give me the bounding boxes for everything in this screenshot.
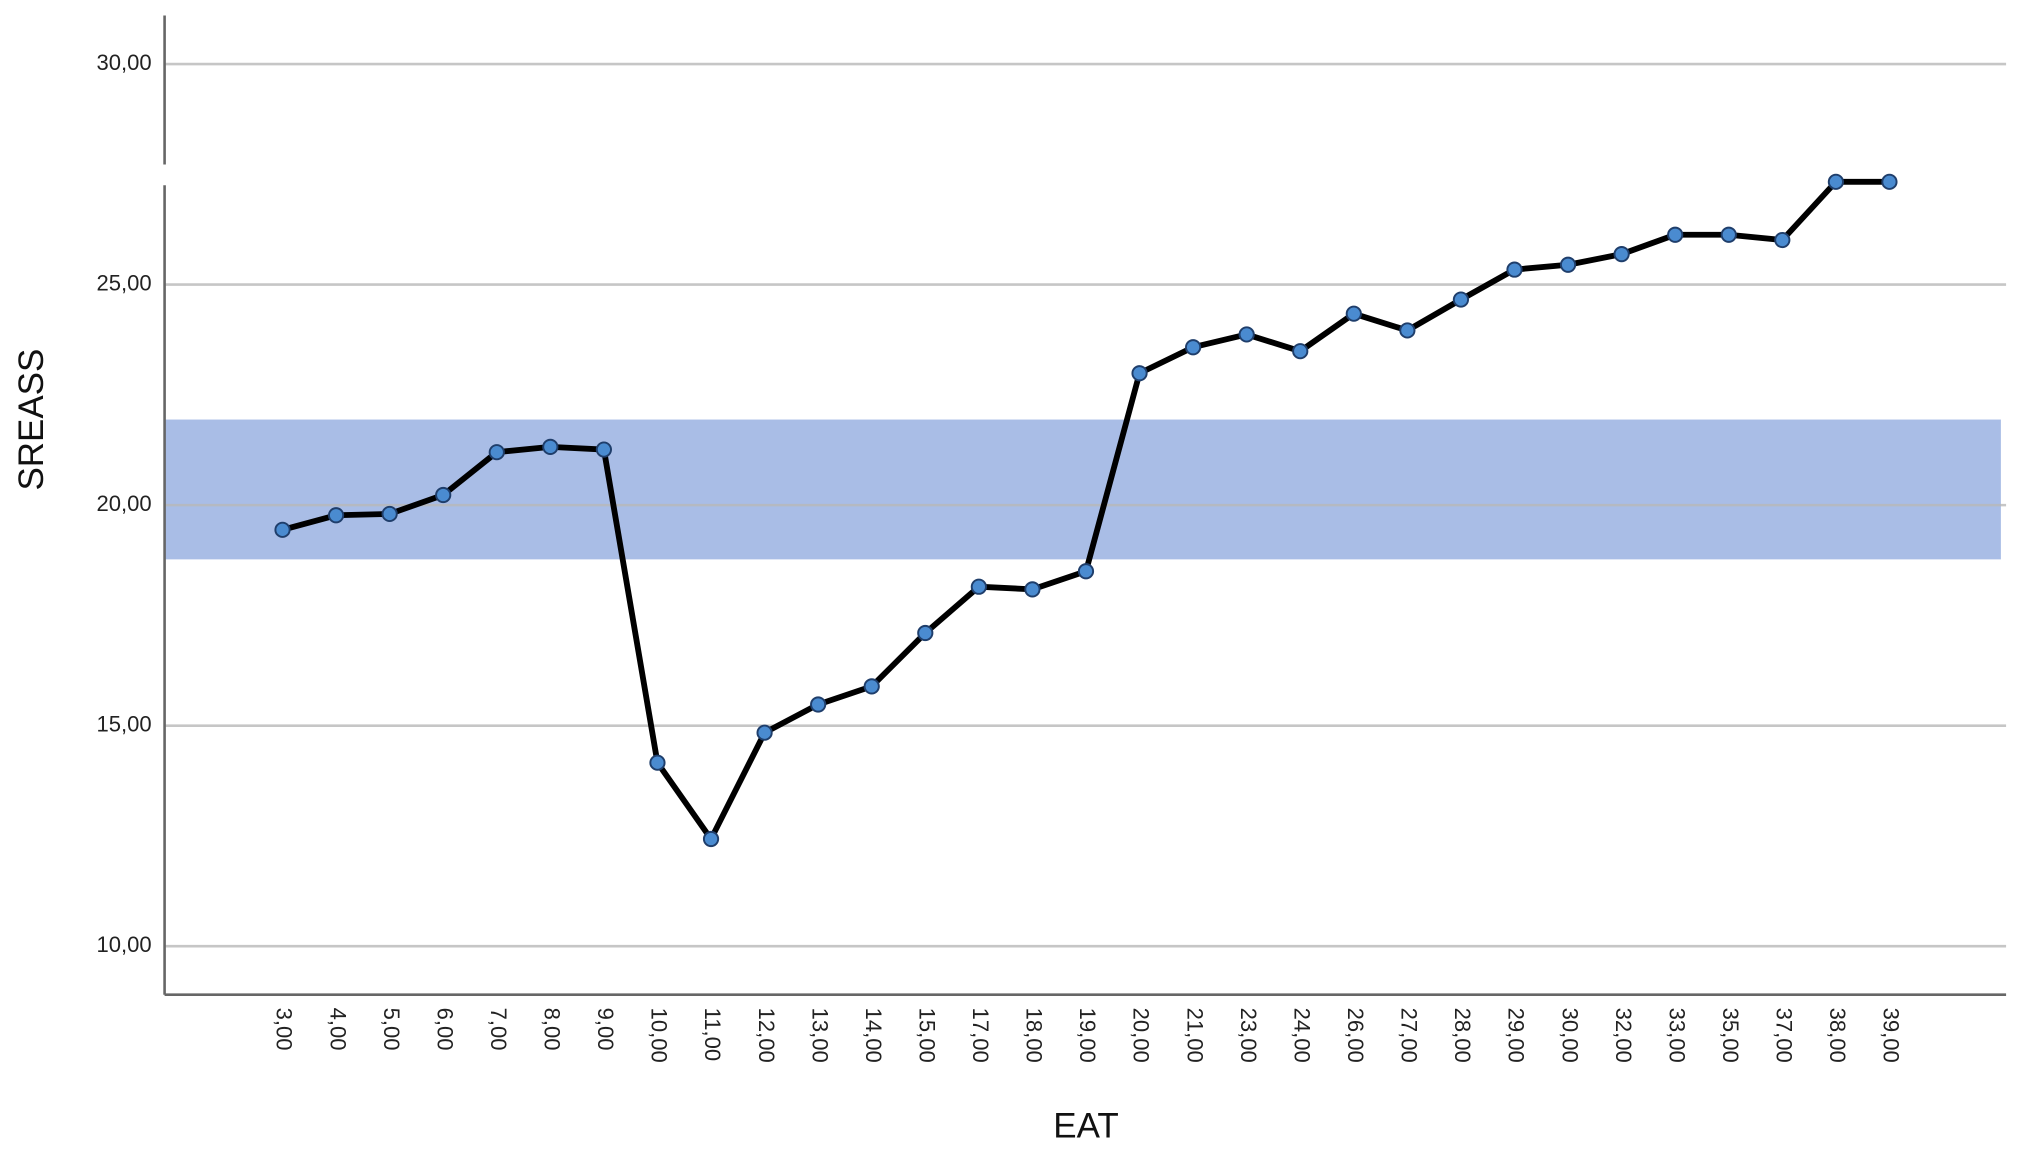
x-tick-label: 28,00 [1450, 1008, 1475, 1063]
data-point [1506, 261, 1523, 278]
data-point [702, 830, 720, 848]
x-tick-label: 18,00 [1022, 1008, 1047, 1063]
data-point [1774, 231, 1791, 249]
data-point [1667, 226, 1684, 243]
x-tick-label: 6,00 [432, 1008, 457, 1051]
data-point [756, 724, 773, 741]
x-tick-label: 33,00 [1664, 1008, 1689, 1063]
data-point [1613, 246, 1630, 263]
data-point [649, 754, 666, 771]
data-point [917, 624, 934, 642]
data-point [1077, 563, 1095, 580]
x-tick-label: 37,00 [1772, 1008, 1797, 1063]
x-tick-label: 26,00 [1343, 1008, 1368, 1063]
x-tick-label: 17,00 [968, 1008, 993, 1063]
data-point [1827, 173, 1844, 190]
x-tick-label: 20,00 [1129, 1008, 1154, 1063]
x-tick-label: 11,00 [700, 1008, 725, 1061]
y-tick-label: 10,00 [97, 932, 152, 957]
data-point [1399, 322, 1416, 339]
x-tick-label: 38,00 [1825, 1008, 1850, 1063]
data-point [595, 441, 612, 458]
y-tick-label: 20,00 [97, 491, 152, 516]
x-tick-label: 23,00 [1236, 1008, 1261, 1063]
data-point [542, 438, 559, 455]
data-point [435, 486, 452, 504]
data-point [274, 521, 291, 538]
data-point [1131, 365, 1148, 382]
data-point [488, 444, 505, 461]
x-tick-label: 5,00 [379, 1008, 404, 1051]
y-tick-label: 15,00 [97, 711, 152, 736]
data-point [381, 505, 398, 523]
data-point [863, 678, 880, 695]
x-tick-label: 27,00 [1397, 1008, 1422, 1063]
x-tick-label: 13,00 [807, 1008, 832, 1063]
data-point [1881, 173, 1898, 190]
grid-layer [164, 62, 2007, 948]
x-tick-label: 15,00 [914, 1008, 939, 1063]
x-tick-label: 29,00 [1504, 1008, 1529, 1063]
reference-band [164, 419, 2001, 560]
x-tick-label: 24,00 [1289, 1008, 1314, 1063]
data-point [1345, 305, 1362, 322]
x-axis-title: EAT [1053, 1106, 1118, 1145]
x-tick-label: 35,00 [1718, 1008, 1743, 1063]
data-point [1185, 339, 1202, 356]
x-tick-label: 7,00 [486, 1008, 511, 1051]
x-tick-label: 12,00 [754, 1008, 779, 1063]
x-tick-label: 32,00 [1611, 1008, 1636, 1063]
x-tick-label: 10,00 [647, 1008, 672, 1063]
y-tick-label: 30,00 [97, 50, 152, 75]
x-tick-label: 9,00 [593, 1008, 618, 1051]
data-point [1452, 291, 1470, 308]
x-tick-label: 4,00 [325, 1008, 350, 1051]
x-tick-label: 3,00 [272, 1008, 297, 1051]
data-point [1238, 326, 1255, 343]
x-tick-label: 30,00 [1557, 1008, 1582, 1063]
data-point [810, 696, 827, 713]
x-tick-label: 14,00 [861, 1008, 886, 1063]
data-point [1024, 581, 1041, 598]
y-tick-label: 25,00 [97, 270, 152, 295]
data-point [1292, 343, 1309, 360]
x-tick-label: 21,00 [1182, 1008, 1207, 1063]
data-point [1559, 256, 1577, 273]
data-point [1720, 226, 1737, 243]
data-point [970, 578, 987, 595]
band-layer [164, 419, 2001, 560]
data-point [327, 507, 345, 524]
x-tick-label: 39,00 [1879, 1008, 1904, 1063]
y-axis-title: SREASS [12, 349, 51, 491]
x-tick-label: 19,00 [1075, 1008, 1100, 1063]
x-tick-label: 8,00 [540, 1008, 565, 1051]
data-layer [274, 173, 1898, 848]
